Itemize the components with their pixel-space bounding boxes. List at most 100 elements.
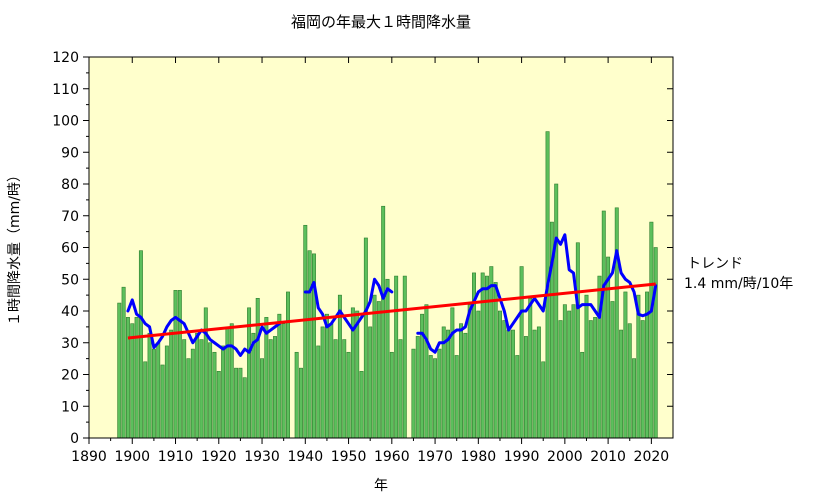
bar-1915 [195, 332, 200, 439]
x-tick-label-1980: 1980 [461, 449, 497, 465]
bar-1929 [255, 297, 260, 439]
bar-2013 [619, 329, 624, 439]
bar-1985 [497, 310, 502, 439]
bar-2001 [567, 310, 572, 439]
bar-1920 [216, 371, 221, 439]
bar-1939 [299, 367, 303, 439]
chart-title: 福岡の年最大１時間降水量 [291, 13, 471, 31]
bar-1953 [359, 371, 364, 439]
bar-1931 [264, 317, 269, 439]
bar-1947 [333, 339, 338, 439]
bar-1926 [242, 377, 247, 439]
bar-1943 [316, 345, 321, 439]
bar-1980 [476, 310, 481, 439]
bar-2004 [580, 351, 585, 439]
moving-average-line-1 [303, 277, 394, 332]
x-axis: 1890 1900 1910 1920 1930 1940 1950 1960 1970 1980… [71, 57, 669, 465]
bar-2014 [623, 291, 628, 439]
bar-2005 [584, 294, 589, 439]
bar-1897 [117, 302, 122, 439]
y-tick-label-0: 0 [70, 431, 79, 447]
bar-1977 [463, 332, 468, 439]
y-tick-label-110: 110 [52, 82, 79, 98]
bar-1975 [454, 355, 459, 439]
bar-1995 [541, 361, 546, 439]
y-axis-label: １時間降水量（mm/時） [7, 168, 23, 326]
bar-1965 [411, 348, 416, 439]
bar-1932 [268, 339, 273, 439]
x-tick-label-1940: 1940 [287, 449, 323, 465]
bar-2015 [627, 323, 632, 439]
bar-1962 [398, 339, 403, 439]
x-tick-label-1920: 1920 [201, 449, 237, 465]
bar-1960 [389, 351, 394, 439]
y-tick-label-100: 100 [52, 114, 79, 130]
bar-2012 [614, 207, 619, 439]
bar-1916 [199, 339, 204, 439]
bar-1899 [125, 317, 130, 439]
bar-2007 [593, 317, 598, 439]
bar-1933 [273, 336, 277, 439]
x-tick-label-1960: 1960 [374, 449, 410, 465]
bar-1989 [515, 355, 520, 439]
bar-1927 [247, 307, 252, 439]
bar-1994 [536, 326, 541, 439]
bar-1911 [177, 290, 182, 439]
bar-1921 [221, 345, 226, 439]
bar-1924 [234, 367, 239, 439]
bar-1940 [303, 224, 308, 439]
bar-1919 [212, 351, 217, 439]
bar-1983 [489, 266, 494, 439]
x-tick-label-2020: 2020 [634, 449, 670, 465]
x-tick-label-1990: 1990 [504, 449, 540, 465]
x-tick-label-1910: 1910 [158, 449, 194, 465]
bar-1917 [203, 307, 208, 439]
bar-1913 [186, 358, 191, 439]
bar-1905 [151, 348, 156, 439]
bar-1908 [164, 345, 169, 439]
y-axis: 0 10 20 30 40 50 60 70 80 90 100 110 120 [52, 50, 673, 447]
bar-2002 [571, 304, 576, 439]
bar-1918 [208, 342, 213, 439]
bar-1955 [368, 326, 373, 439]
bar-1974 [450, 307, 455, 439]
bar-1938 [294, 351, 299, 439]
bar-2011 [610, 301, 615, 439]
x-tick-label-1900: 1900 [114, 449, 150, 465]
bar-1954 [363, 237, 368, 439]
bar-1958 [381, 205, 386, 439]
y-tick-label-70: 70 [61, 209, 79, 225]
trend-annotation-line2: 1.4 mm/時/10年 [684, 276, 793, 292]
bar-1909 [169, 329, 174, 439]
bar-1907 [160, 364, 165, 439]
bar-1935 [281, 323, 286, 439]
bar-1986 [502, 320, 507, 439]
bar-1945 [324, 313, 329, 439]
bar-1914 [190, 348, 195, 439]
x-axis-label: 年 [374, 478, 388, 494]
bar-1969 [428, 355, 433, 439]
bar-1957 [376, 301, 381, 439]
x-tick-label-1970: 1970 [417, 449, 453, 465]
bar-1923 [229, 323, 234, 439]
bar-2006 [588, 320, 593, 439]
bar-1901 [134, 317, 139, 439]
bar-1973 [446, 329, 451, 439]
bar-1961 [394, 275, 399, 439]
bar-1999 [558, 320, 563, 439]
bar-1971 [437, 348, 442, 439]
bar-1956 [372, 294, 377, 439]
bar-2017 [636, 294, 641, 439]
bar-1970 [433, 358, 438, 439]
bar-1978 [467, 304, 472, 439]
bar-1959 [385, 278, 390, 439]
bar-1900 [130, 323, 135, 439]
trend-annotation-line1: トレンド [687, 256, 743, 272]
bar-2009 [601, 210, 606, 439]
bar-2003 [575, 242, 580, 439]
bar-2020 [649, 221, 654, 439]
x-tick-label-1930: 1930 [244, 449, 280, 465]
bar-1992 [528, 297, 533, 439]
bar-1944 [320, 326, 325, 439]
bar-1912 [182, 339, 187, 439]
